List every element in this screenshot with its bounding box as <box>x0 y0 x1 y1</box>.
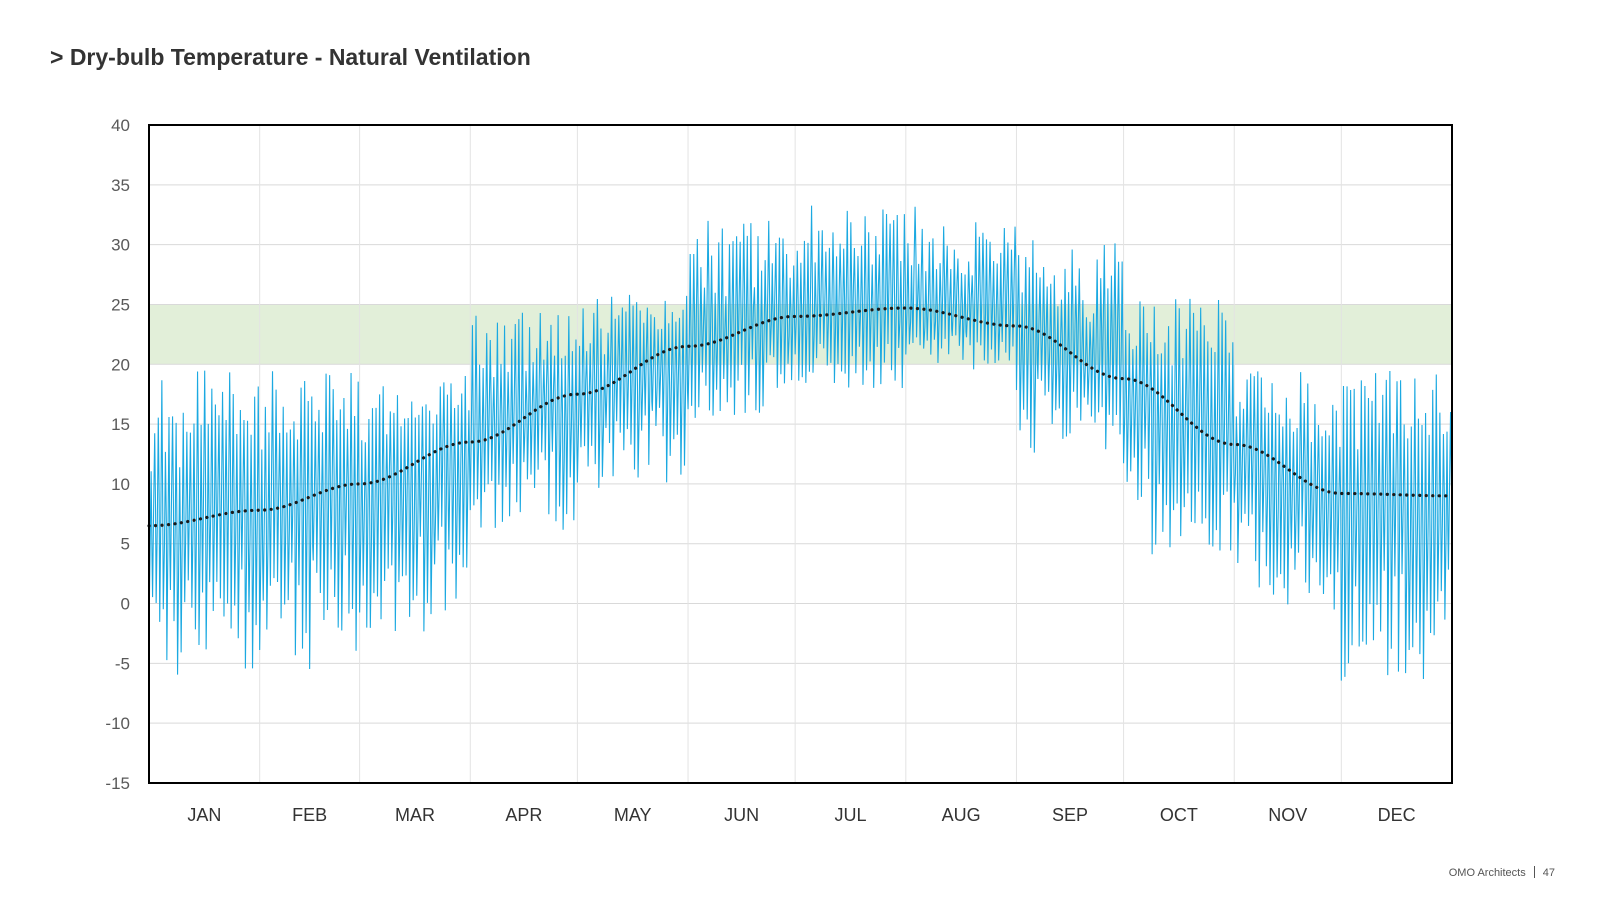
y-tick-label: 5 <box>121 535 130 554</box>
x-tick-label: JUN <box>724 805 759 825</box>
hourly-temperature-line <box>148 205 1453 681</box>
footer-org: OMO Architects <box>1448 867 1526 879</box>
y-tick-label: 35 <box>111 176 130 195</box>
page-title: > Dry-bulb Temperature - Natural Ventila… <box>50 44 531 70</box>
y-tick-label: 40 <box>111 116 130 135</box>
y-axis-ticks: 40 35 30 25 20 15 10 5 0 -5 -10 -15 <box>105 116 130 793</box>
x-tick-label: JAN <box>187 805 221 825</box>
x-tick-label: APR <box>505 805 542 825</box>
footer-page-number: 47 <box>1542 867 1555 879</box>
y-tick-label: 10 <box>111 475 130 494</box>
x-tick-label: FEB <box>292 805 327 825</box>
x-tick-label: OCT <box>1160 805 1198 825</box>
x-tick-label: NOV <box>1268 805 1307 825</box>
y-tick-label: 25 <box>111 295 130 314</box>
x-tick-label: DEC <box>1378 805 1416 825</box>
x-tick-label: AUG <box>942 805 981 825</box>
plot-area-border <box>148 124 1453 784</box>
x-tick-label: SEP <box>1052 805 1088 825</box>
footer: OMO Architects 47 <box>1449 866 1555 879</box>
x-tick-label: JUL <box>834 805 866 825</box>
y-tick-label: 20 <box>111 355 130 374</box>
y-tick-label: 30 <box>111 236 130 255</box>
x-tick-label: MAR <box>395 805 435 825</box>
y-tick-label: -5 <box>115 654 130 673</box>
x-axis-ticks: JAN FEB MAR APR MAY JUN JUL AUG SEP OCT NOV DEC <box>187 805 1415 825</box>
trend-line <box>147 306 1454 528</box>
y-tick-label: 0 <box>121 595 130 614</box>
footer-separator <box>1533 866 1535 878</box>
y-tick-label: -15 <box>105 774 130 793</box>
y-tick-label: -10 <box>105 714 130 733</box>
y-tick-label: 15 <box>111 415 130 434</box>
x-tick-label: MAY <box>614 805 652 825</box>
